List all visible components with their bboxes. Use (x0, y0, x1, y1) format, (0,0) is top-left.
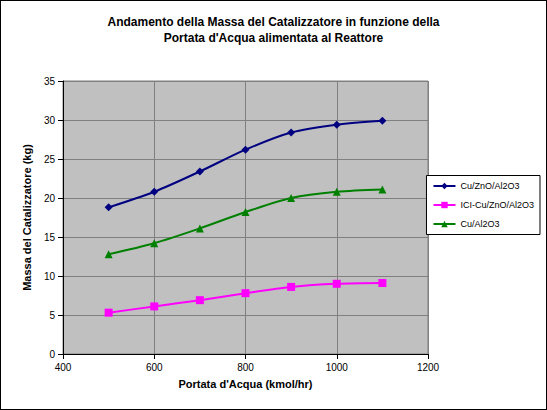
svg-text:Andamento della Massa del Cata: Andamento della Massa del Catalizzatore … (107, 15, 439, 29)
svg-text:Massa del Catalizzatore (kg): Massa del Catalizzatore (kg) (21, 144, 33, 291)
svg-text:Cu/ZnO/Al2O3: Cu/ZnO/Al2O3 (460, 181, 519, 191)
svg-text:Portata d'Acqua alimentata al: Portata d'Acqua alimentata al Reattore (164, 31, 384, 45)
svg-text:10: 10 (44, 271, 56, 282)
svg-text:25: 25 (44, 154, 56, 165)
svg-text:1200: 1200 (417, 362, 440, 373)
svg-text:Cu/Al2O3: Cu/Al2O3 (460, 219, 499, 229)
svg-text:400: 400 (55, 362, 72, 373)
svg-text:5: 5 (49, 310, 55, 321)
svg-text:0: 0 (49, 349, 55, 360)
svg-text:15: 15 (44, 232, 56, 243)
svg-text:1000: 1000 (326, 362, 349, 373)
svg-text:800: 800 (237, 362, 254, 373)
svg-text:20: 20 (44, 193, 56, 204)
svg-text:Portata d'Acqua (kmol/hr): Portata d'Acqua (kmol/hr) (178, 378, 312, 390)
svg-text:30: 30 (44, 115, 56, 126)
svg-text:ICI-Cu/ZnO/Al2O3: ICI-Cu/ZnO/Al2O3 (460, 200, 534, 210)
svg-text:600: 600 (146, 362, 163, 373)
svg-text:35: 35 (44, 76, 56, 87)
